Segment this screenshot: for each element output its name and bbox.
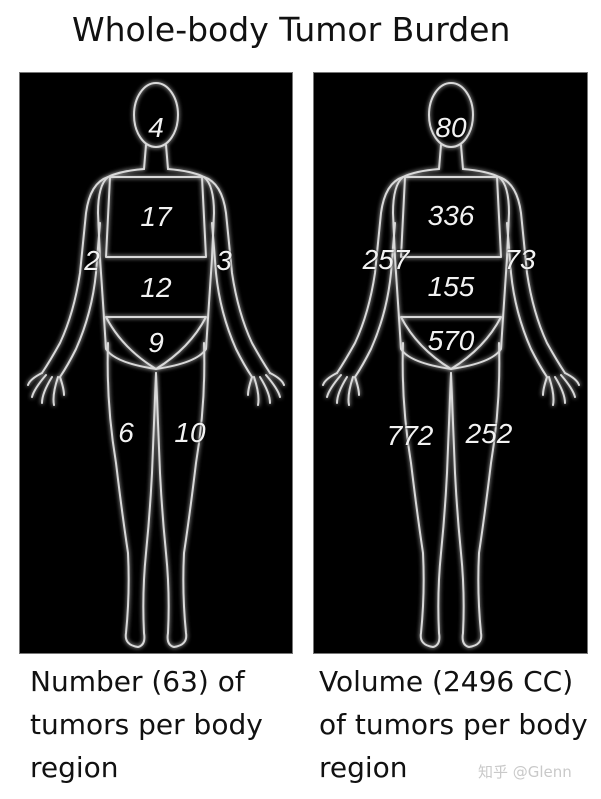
- label-left-leg: 252: [465, 418, 513, 449]
- label-head: 80: [435, 112, 467, 143]
- label-right-arm: 2: [84, 245, 100, 276]
- body-silhouette-volume: [322, 82, 580, 648]
- count-caption: Number (63) of tumors per body region: [30, 665, 263, 784]
- watermark: 知乎 @Glenn: [478, 763, 572, 781]
- label-chest: 17: [140, 201, 172, 232]
- label-abdomen: 12: [140, 272, 172, 303]
- label-right-arm: 257: [362, 244, 410, 275]
- label-pelvis: 570: [427, 325, 475, 356]
- label-left-arm: 73: [504, 244, 536, 275]
- label-chest: 336: [427, 200, 475, 231]
- label-right-leg: 6: [118, 417, 134, 448]
- label-pelvis: 9: [148, 327, 164, 358]
- volume-caption: Volume (2496 CC) of tumors per body regi…: [319, 665, 588, 784]
- body-diagram-count-panel: 4 17 2 3 12 9 6 10: [20, 73, 292, 653]
- figure-title: Whole-body Tumor Burden: [72, 10, 511, 49]
- label-abdomen: 155: [427, 271, 475, 302]
- label-right-leg: 772: [386, 420, 434, 451]
- label-head: 4: [148, 112, 164, 143]
- body-silhouette-count: [27, 82, 285, 648]
- label-left-arm: 3: [216, 245, 232, 276]
- label-left-leg: 10: [174, 417, 206, 448]
- body-diagram-volume-panel: 80 336 257 73 155 570 772 252: [314, 73, 587, 653]
